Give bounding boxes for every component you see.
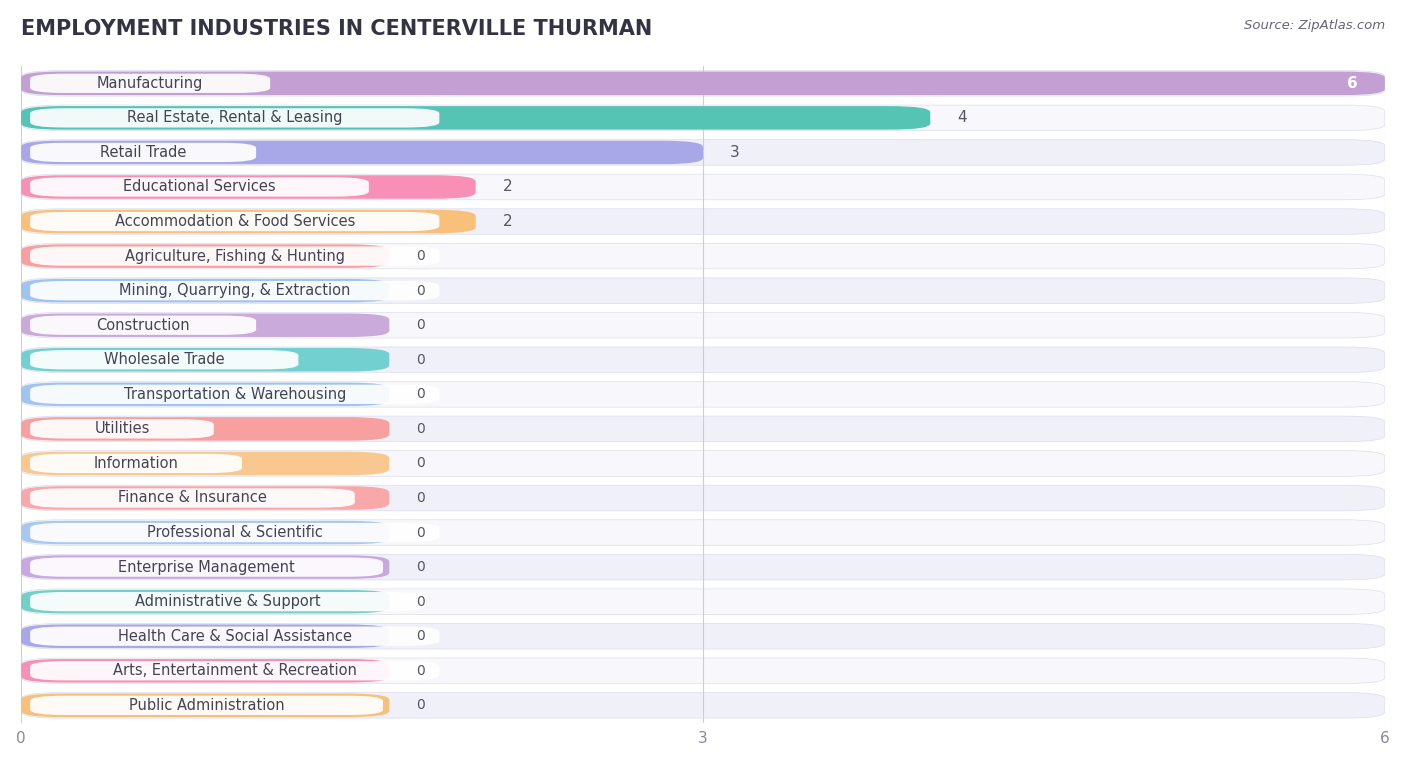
Text: 0: 0 (416, 594, 426, 608)
FancyBboxPatch shape (30, 523, 439, 542)
Text: Wholesale Trade: Wholesale Trade (104, 352, 225, 368)
FancyBboxPatch shape (30, 177, 368, 197)
Text: 0: 0 (416, 560, 426, 574)
Text: EMPLOYMENT INDUSTRIES IN CENTERVILLE THURMAN: EMPLOYMENT INDUSTRIES IN CENTERVILLE THU… (21, 19, 652, 40)
Text: Finance & Insurance: Finance & Insurance (118, 490, 267, 506)
Text: Construction: Construction (97, 318, 190, 333)
FancyBboxPatch shape (30, 108, 439, 127)
FancyBboxPatch shape (30, 557, 382, 577)
FancyBboxPatch shape (30, 592, 425, 611)
FancyBboxPatch shape (21, 243, 1385, 269)
FancyBboxPatch shape (21, 278, 1385, 304)
Text: 6: 6 (1347, 76, 1358, 91)
FancyBboxPatch shape (21, 451, 389, 476)
FancyBboxPatch shape (21, 71, 1385, 96)
FancyBboxPatch shape (21, 174, 1385, 200)
FancyBboxPatch shape (21, 347, 1385, 372)
Text: 0: 0 (416, 353, 426, 367)
FancyBboxPatch shape (30, 74, 270, 93)
Text: Retail Trade: Retail Trade (100, 145, 187, 160)
Text: 4: 4 (957, 110, 967, 125)
Text: Health Care & Social Assistance: Health Care & Social Assistance (118, 629, 352, 643)
FancyBboxPatch shape (21, 521, 389, 545)
FancyBboxPatch shape (21, 625, 389, 648)
FancyBboxPatch shape (21, 105, 1385, 131)
FancyBboxPatch shape (21, 520, 1385, 545)
FancyBboxPatch shape (30, 212, 439, 232)
FancyBboxPatch shape (21, 382, 1385, 407)
Text: Mining, Quarrying, & Extraction: Mining, Quarrying, & Extraction (120, 283, 350, 298)
FancyBboxPatch shape (30, 661, 439, 681)
FancyBboxPatch shape (21, 312, 1385, 338)
Text: Transportation & Warehousing: Transportation & Warehousing (124, 387, 346, 402)
FancyBboxPatch shape (21, 692, 1385, 718)
FancyBboxPatch shape (21, 554, 1385, 580)
FancyBboxPatch shape (21, 141, 703, 164)
Text: 0: 0 (416, 249, 426, 263)
FancyBboxPatch shape (21, 590, 389, 613)
Text: 0: 0 (416, 387, 426, 402)
FancyBboxPatch shape (21, 485, 1385, 510)
FancyBboxPatch shape (30, 246, 439, 266)
Text: 0: 0 (416, 284, 426, 298)
FancyBboxPatch shape (21, 694, 389, 717)
FancyBboxPatch shape (30, 315, 256, 335)
Text: Professional & Scientific: Professional & Scientific (146, 525, 323, 540)
FancyBboxPatch shape (21, 659, 389, 682)
Text: Enterprise Management: Enterprise Management (118, 559, 295, 575)
FancyBboxPatch shape (21, 589, 1385, 615)
FancyBboxPatch shape (21, 106, 931, 130)
FancyBboxPatch shape (21, 279, 389, 302)
FancyBboxPatch shape (30, 454, 242, 473)
FancyBboxPatch shape (21, 416, 1385, 441)
Text: 0: 0 (416, 456, 426, 470)
FancyBboxPatch shape (21, 313, 389, 337)
FancyBboxPatch shape (21, 71, 1385, 95)
FancyBboxPatch shape (30, 626, 439, 646)
FancyBboxPatch shape (30, 350, 298, 369)
Text: 2: 2 (503, 214, 513, 229)
Text: Source: ZipAtlas.com: Source: ZipAtlas.com (1244, 19, 1385, 33)
FancyBboxPatch shape (30, 489, 354, 507)
Text: 0: 0 (416, 629, 426, 643)
FancyBboxPatch shape (21, 382, 389, 406)
FancyBboxPatch shape (21, 176, 475, 199)
FancyBboxPatch shape (30, 695, 382, 715)
Text: Administrative & Support: Administrative & Support (135, 594, 321, 609)
Text: Arts, Entertainment & Recreation: Arts, Entertainment & Recreation (112, 664, 357, 678)
FancyBboxPatch shape (21, 623, 1385, 649)
Text: Agriculture, Fishing & Hunting: Agriculture, Fishing & Hunting (125, 249, 344, 263)
Text: Information: Information (94, 456, 179, 471)
FancyBboxPatch shape (30, 143, 256, 162)
Text: 3: 3 (730, 145, 740, 160)
Text: 2: 2 (503, 179, 513, 194)
FancyBboxPatch shape (21, 451, 1385, 476)
FancyBboxPatch shape (21, 486, 389, 510)
FancyBboxPatch shape (30, 385, 439, 404)
FancyBboxPatch shape (21, 348, 389, 371)
Text: 0: 0 (416, 699, 426, 713)
FancyBboxPatch shape (21, 658, 1385, 684)
Text: 0: 0 (416, 491, 426, 505)
Text: Educational Services: Educational Services (124, 179, 276, 194)
FancyBboxPatch shape (21, 556, 389, 579)
Text: Utilities: Utilities (94, 421, 149, 437)
FancyBboxPatch shape (30, 281, 439, 300)
FancyBboxPatch shape (30, 420, 214, 438)
Text: Real Estate, Rental & Leasing: Real Estate, Rental & Leasing (127, 110, 343, 125)
Text: Accommodation & Food Services: Accommodation & Food Services (114, 214, 354, 229)
FancyBboxPatch shape (21, 244, 389, 268)
FancyBboxPatch shape (21, 140, 1385, 166)
Text: Manufacturing: Manufacturing (97, 76, 204, 91)
FancyBboxPatch shape (21, 209, 1385, 235)
FancyBboxPatch shape (21, 210, 475, 233)
Text: Public Administration: Public Administration (129, 698, 284, 713)
Text: 0: 0 (416, 525, 426, 539)
Text: 0: 0 (416, 664, 426, 678)
FancyBboxPatch shape (21, 417, 389, 441)
Text: 0: 0 (416, 422, 426, 436)
Text: 0: 0 (416, 319, 426, 333)
